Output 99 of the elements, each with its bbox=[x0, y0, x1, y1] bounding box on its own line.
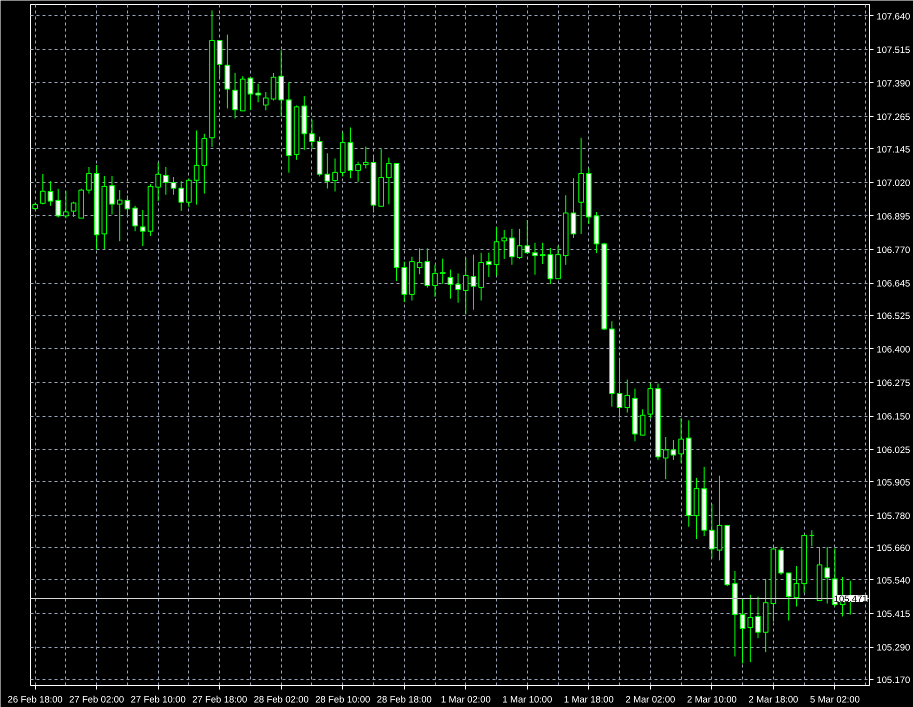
candlestick bbox=[109, 175, 115, 216]
candlestick bbox=[386, 157, 392, 205]
candlestick bbox=[132, 205, 138, 232]
candlestick bbox=[494, 226, 500, 276]
candlestick bbox=[270, 72, 276, 101]
candlestick bbox=[486, 252, 492, 278]
candlestick bbox=[662, 436, 669, 480]
y-tick-label: 107.640 bbox=[876, 11, 910, 22]
y-tick-label: 106.770 bbox=[876, 245, 910, 255]
y-tick-label: 105.415 bbox=[876, 609, 910, 620]
x-tick-label: 2 Mar 02:00 bbox=[625, 694, 676, 704]
candlestick bbox=[40, 174, 46, 205]
y-tick-label: 107.390 bbox=[876, 78, 910, 88]
y-tick-label: 105.290 bbox=[876, 642, 910, 653]
candlestick bbox=[809, 530, 815, 547]
candlestick bbox=[670, 439, 676, 460]
x-tick-label: 2 Mar 18:00 bbox=[748, 694, 798, 704]
candlestick bbox=[216, 40, 222, 78]
candlestick bbox=[824, 546, 830, 604]
x-tick-label: 28 Feb 18:00 bbox=[376, 694, 432, 704]
candlestick bbox=[48, 180, 54, 206]
candlestick bbox=[709, 503, 715, 559]
candlestick bbox=[362, 146, 369, 169]
candlestick bbox=[516, 228, 522, 260]
x-tick-label: 5 Mar 02:00 bbox=[810, 694, 860, 704]
y-tick-label: 106.645 bbox=[876, 278, 910, 289]
x-tick-label: 28 Feb 10:00 bbox=[315, 694, 370, 704]
candlestick bbox=[524, 219, 530, 255]
candlestick bbox=[624, 379, 630, 414]
x-tick-label: 27 Feb 02:00 bbox=[69, 694, 124, 704]
candlestick bbox=[178, 180, 184, 212]
candlestick bbox=[232, 72, 238, 119]
candlestick bbox=[186, 178, 192, 208]
candlestick bbox=[532, 242, 538, 276]
y-tick-label: 105.170 bbox=[876, 674, 910, 685]
x-tick-label: 1 Mar 18:00 bbox=[564, 694, 614, 704]
candlestick bbox=[263, 92, 269, 111]
candlestick bbox=[124, 195, 130, 216]
candlestick bbox=[248, 78, 254, 110]
candlestick bbox=[224, 34, 230, 109]
x-tick-label: 1 Mar 02:00 bbox=[440, 694, 491, 704]
x-tick-label: 27 Feb 10:00 bbox=[130, 694, 186, 704]
candlestick bbox=[509, 228, 515, 266]
x-tick-label: 2 Mar 10:00 bbox=[686, 694, 737, 704]
y-tick-label: 107.265 bbox=[876, 112, 910, 122]
candlestick bbox=[255, 83, 261, 103]
candlestick bbox=[786, 572, 792, 621]
candlestick bbox=[616, 357, 622, 418]
x-tick-label: 28 Feb 02:00 bbox=[254, 694, 309, 704]
candlestick bbox=[86, 166, 92, 194]
candlestick bbox=[170, 176, 176, 196]
x-tick-label: 27 Feb 18:00 bbox=[192, 694, 248, 704]
candlestick bbox=[324, 152, 330, 190]
candlestick bbox=[155, 162, 161, 202]
candlestick bbox=[470, 254, 476, 310]
candlestick bbox=[740, 598, 746, 664]
y-tick-label: 107.515 bbox=[876, 44, 910, 55]
x-tick-label: 1 Mar 10:00 bbox=[502, 694, 552, 704]
candlestick bbox=[355, 161, 361, 182]
y-tick-label: 105.780 bbox=[876, 510, 910, 521]
candlestick bbox=[747, 594, 754, 663]
ref-line-label: 105.471 bbox=[834, 594, 868, 604]
candlestick bbox=[309, 118, 315, 149]
y-tick-label: 106.275 bbox=[876, 378, 910, 388]
candlestick bbox=[332, 158, 338, 192]
y-tick-label: 105.540 bbox=[876, 575, 910, 586]
candlestick bbox=[640, 408, 646, 436]
candlestick bbox=[163, 166, 169, 196]
candlestick bbox=[462, 257, 469, 316]
y-tick-label: 106.025 bbox=[876, 445, 910, 456]
candlestick bbox=[424, 248, 430, 288]
candlestick bbox=[540, 242, 546, 265]
y-tick-label: 107.145 bbox=[876, 144, 910, 154]
candlestick bbox=[194, 130, 200, 206]
candlestick bbox=[448, 269, 454, 300]
y-tick-label: 106.895 bbox=[876, 211, 910, 222]
candlestick bbox=[55, 188, 61, 218]
y-tick-label: 107.020 bbox=[876, 178, 910, 188]
candlestick bbox=[432, 264, 438, 298]
y-tick-label: 106.525 bbox=[876, 310, 910, 321]
candlestick bbox=[140, 210, 146, 247]
candlestick bbox=[755, 596, 761, 639]
candlestick bbox=[278, 50, 284, 118]
candlestick bbox=[440, 258, 446, 284]
candlestick bbox=[794, 565, 800, 608]
candlestick bbox=[778, 546, 784, 576]
candlestick bbox=[570, 178, 576, 238]
candlestick bbox=[116, 190, 123, 242]
candlestick bbox=[678, 418, 684, 464]
candlestick bbox=[416, 248, 422, 275]
candlestick bbox=[70, 201, 76, 218]
y-tick-label: 106.150 bbox=[876, 412, 910, 422]
candlestick bbox=[455, 272, 461, 304]
y-tick-label: 105.660 bbox=[876, 543, 910, 554]
candlestick bbox=[501, 229, 508, 260]
y-tick-label: 106.400 bbox=[876, 344, 910, 354]
y-tick-label: 105.905 bbox=[876, 477, 910, 488]
x-tick-label: 26 Feb 18:00 bbox=[8, 694, 63, 704]
candlestick bbox=[63, 190, 69, 219]
